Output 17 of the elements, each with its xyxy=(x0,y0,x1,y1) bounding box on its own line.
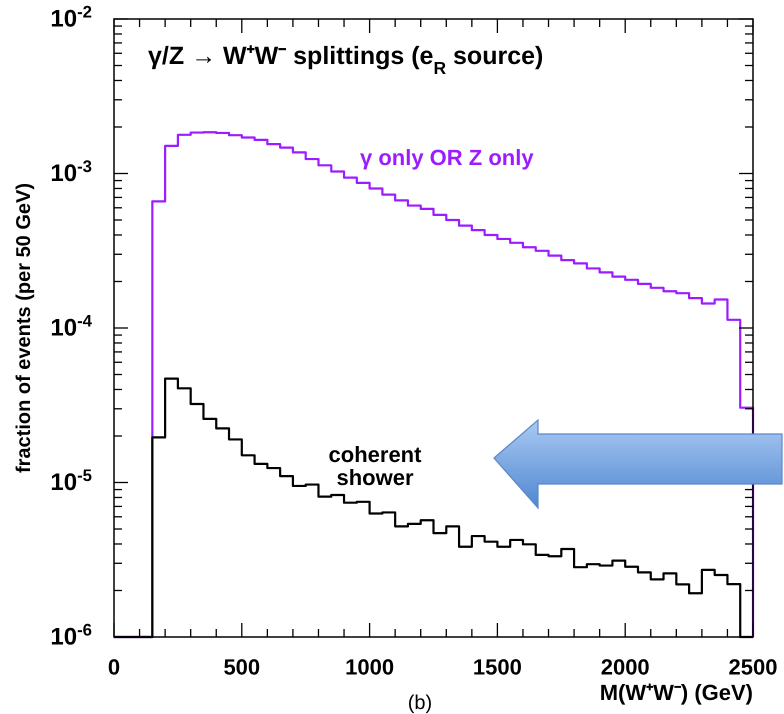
x-tick-label: 1500 xyxy=(472,654,522,680)
series-label: γ only OR Z only xyxy=(360,145,534,170)
y-tick-label: 10$^{-2}$ xyxy=(50,2,92,33)
series-label: coherent shower xyxy=(328,442,422,490)
y-tick-label: 10$^{-4}$ xyxy=(50,311,93,342)
x-tick-label: 1000 xyxy=(345,654,394,680)
y-tick-label: 10$^{-6}$ xyxy=(50,620,92,651)
x-tick-label: 0 xyxy=(108,654,120,680)
x-axis-title: M(W⁺W⁻) (GeV) xyxy=(600,680,753,705)
y-tick-label: 10$^{-5}$ xyxy=(50,466,92,496)
y-axis-title: fraction of events (per 50 GeV) xyxy=(13,182,35,474)
text: (b) xyxy=(408,692,432,714)
y-tick-label: 10$^{-3}$ xyxy=(50,156,92,188)
text: γ/Z → W⁺W⁻ splittings (e$_{R}$ source) xyxy=(148,42,544,78)
x-tick-label: 2000 xyxy=(600,654,650,680)
x-tick-label: 500 xyxy=(223,654,260,680)
x-tick-label: 2500 xyxy=(728,654,778,680)
